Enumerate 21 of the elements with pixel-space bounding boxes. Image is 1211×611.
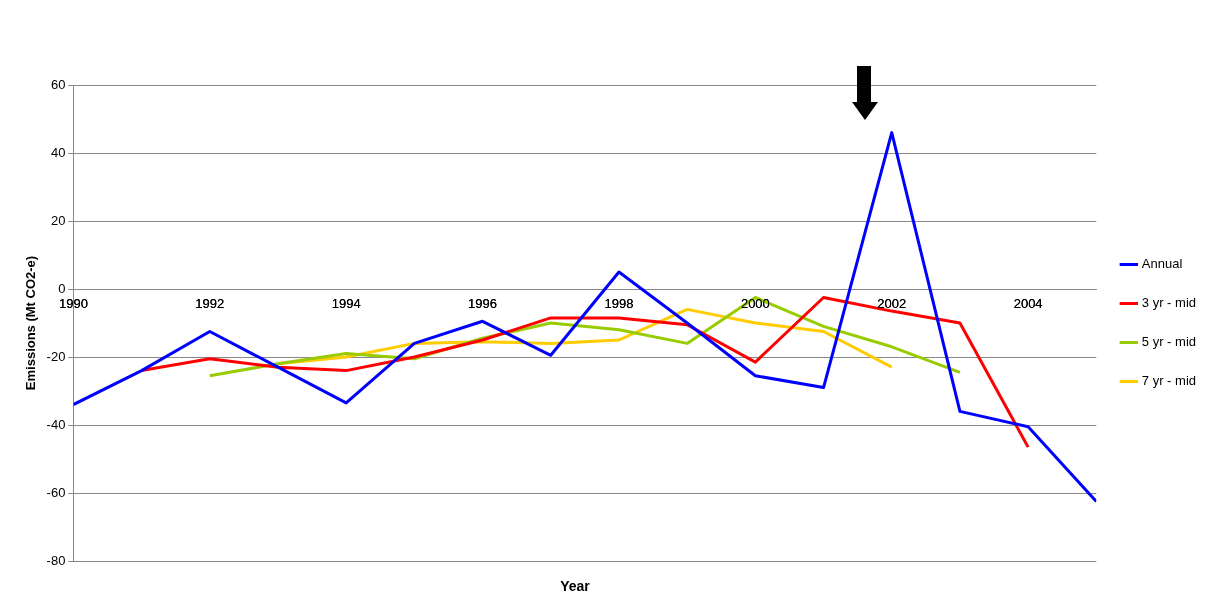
x-tick-label: 2002 — [877, 296, 907, 312]
y-tick-label: 60 — [50, 76, 66, 92]
legend-label: 7 yr - mid — [1141, 373, 1196, 389]
x-tick-label: 1990 — [58, 296, 88, 312]
x-tick-label: 1992 — [195, 296, 225, 312]
y-tick-label: 0 — [58, 280, 66, 296]
x-tick-label: 2004 — [1013, 296, 1043, 312]
y-tick-label: -20 — [46, 348, 66, 364]
x-tick-label: 1996 — [468, 296, 498, 312]
x-tick-label: 1998 — [604, 296, 634, 312]
y-tick-label: 20 — [50, 212, 66, 228]
legend-label: 3 yr - mid — [1141, 295, 1196, 311]
x-tick-label: 1994 — [331, 296, 361, 312]
legend-label: Annual — [1141, 256, 1183, 272]
x-axis-title: Year — [559, 578, 591, 594]
y-tick-label: -60 — [46, 484, 66, 500]
legend-label: 5 yr - mid — [1141, 334, 1196, 350]
y-tick-label: 40 — [50, 144, 66, 160]
y-axis-title: Emissions (Mt CO2-e) — [23, 255, 39, 391]
y-tick-label: -80 — [46, 552, 66, 568]
y-tick-label: -40 — [46, 416, 66, 432]
